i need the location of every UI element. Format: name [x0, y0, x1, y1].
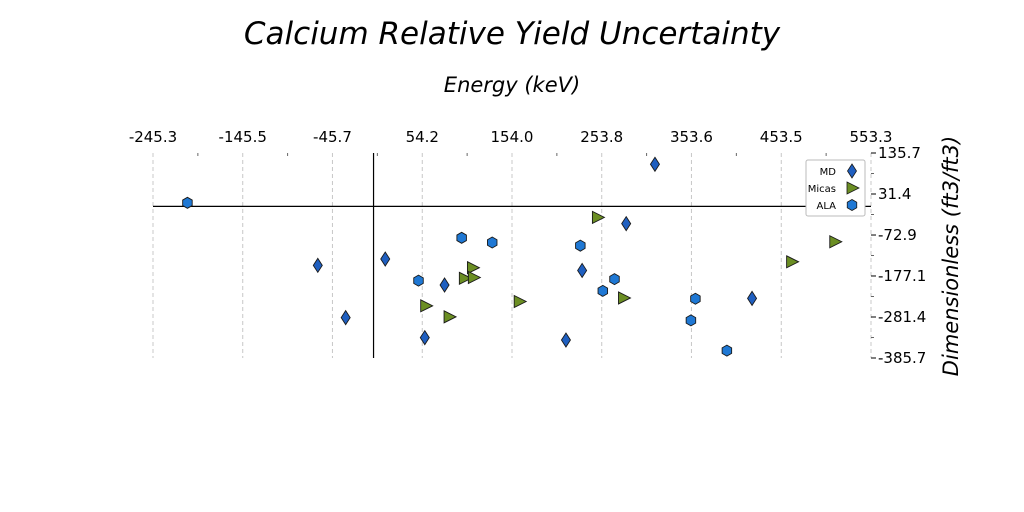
- y-axis-label: Dimensionless (ft3/ft3): [939, 136, 963, 376]
- md-point: [419, 329, 430, 346]
- legend-label: ALA: [817, 201, 837, 212]
- ala-point: [456, 231, 467, 244]
- y-tick-label: -177.1: [878, 267, 926, 285]
- md-point: [439, 277, 450, 293]
- x-tick-label: -145.5: [219, 128, 267, 146]
- x-tick-label: 453.5: [760, 128, 803, 146]
- micas-point: [467, 270, 482, 285]
- md-point: [747, 290, 758, 307]
- md-point: [340, 309, 351, 326]
- axes: [153, 153, 871, 358]
- ala-point: [182, 196, 193, 209]
- micas-point: [618, 291, 632, 305]
- ala-point: [685, 314, 697, 327]
- ala-point: [690, 292, 701, 305]
- micas-point: [513, 294, 528, 309]
- chart-title: Calcium Relative Yield Uncertainty: [244, 16, 781, 52]
- x-axis-label: Energy (keV): [444, 73, 580, 97]
- legend-label: Micas: [808, 184, 836, 195]
- x-tick-label: -245.3: [129, 128, 177, 146]
- x-tick-label: 353.6: [670, 128, 713, 146]
- legend: MD Micas ALA: [805, 159, 866, 217]
- micas-point: [466, 260, 481, 275]
- micas-point: [591, 210, 606, 225]
- y-tick-label: -72.9: [878, 226, 917, 244]
- legend-marker-ala: [846, 199, 858, 211]
- md-point: [560, 332, 571, 348]
- legend-label: MD: [820, 167, 837, 178]
- md-point: [577, 262, 588, 279]
- md-point: [621, 215, 632, 232]
- data-points: [182, 156, 843, 357]
- y-tick-label: 31.4: [878, 185, 911, 203]
- ala-point: [597, 284, 609, 297]
- ala-point: [487, 236, 498, 249]
- ala-point: [575, 239, 586, 252]
- micas-point: [786, 255, 800, 269]
- ala-point: [609, 273, 620, 286]
- legend-marker-md: [847, 163, 857, 179]
- ala-point: [721, 344, 733, 357]
- y-tick-label: -385.7: [878, 349, 926, 367]
- md-point: [649, 156, 660, 173]
- md-point: [380, 251, 391, 267]
- micas-point: [420, 299, 434, 313]
- x-tick-label: 253.8: [580, 128, 623, 146]
- md-point: [312, 257, 323, 274]
- micas-point: [829, 235, 843, 249]
- x-tick-label: 54.2: [406, 128, 439, 146]
- x-tick-label: -45.7: [313, 128, 352, 146]
- micas-point: [443, 310, 458, 324]
- legend-marker-micas: [846, 181, 860, 195]
- micas-point: [458, 271, 473, 286]
- tick-labels: -245.3 -145.5 -45.7 54.2 154.0 253.8 353.6 453.…: [129, 128, 927, 367]
- x-tick-label: 154.0: [491, 128, 534, 146]
- ala-point: [413, 274, 424, 287]
- y-tick-label: -281.4: [878, 308, 926, 326]
- y-tick-label: 135.7: [878, 144, 921, 162]
- grid-lines: [152, 153, 872, 358]
- x-tick-label: 553.3: [850, 128, 893, 146]
